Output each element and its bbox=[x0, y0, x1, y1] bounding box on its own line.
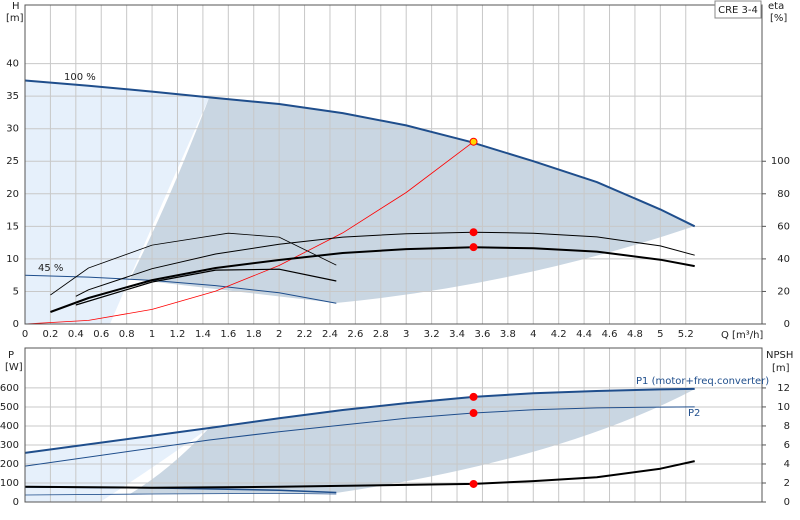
y2-tick-label: 20 bbox=[777, 286, 790, 297]
x-tick-label: 1.6 bbox=[220, 329, 236, 340]
curve bbox=[24, 493, 337, 496]
curve-label: P2 bbox=[688, 408, 700, 419]
curve bbox=[24, 387, 695, 454]
y-axis-label: H bbox=[12, 1, 20, 12]
x-tick-label: 2 bbox=[276, 329, 282, 340]
x-tick-label: 1.2 bbox=[170, 329, 186, 340]
model-box bbox=[714, 0, 762, 19]
point-marker bbox=[469, 479, 478, 488]
x-tick-label: 0.2 bbox=[42, 329, 58, 340]
plot-frame bbox=[24, 347, 763, 503]
y2-tick-label: 6 bbox=[784, 440, 790, 451]
y-tick-label: 30 bbox=[6, 124, 19, 135]
y-tick-label: 5 bbox=[13, 286, 19, 297]
x-tick-label: 3 bbox=[403, 329, 409, 340]
x-tick-label: 4.2 bbox=[551, 329, 567, 340]
y-tick-label: 400 bbox=[0, 421, 19, 432]
x-tick-label: 3.4 bbox=[449, 329, 465, 340]
x-tick-label: 4.8 bbox=[627, 329, 643, 340]
y2-axis-unit: [m] bbox=[772, 363, 790, 374]
y2-tick-label: 4 bbox=[784, 459, 790, 470]
y-tick-label: 25 bbox=[6, 156, 19, 167]
y2-tick-label: 0 bbox=[784, 319, 790, 330]
y2-tick-label: 60 bbox=[777, 221, 790, 232]
y-tick-label: 0 bbox=[13, 319, 19, 330]
y-tick-label: 35 bbox=[6, 91, 19, 102]
x-tick-label: 2.4 bbox=[322, 329, 338, 340]
x-tick-label: 0 bbox=[22, 329, 28, 340]
x-axis-label: Q [m³/h] bbox=[721, 330, 763, 341]
y-axis-label: P bbox=[8, 350, 14, 361]
curve-label: 100 % bbox=[64, 72, 96, 83]
y-tick-label: 10 bbox=[6, 254, 19, 265]
area-operating bbox=[130, 389, 695, 494]
y-axis-unit: [W] bbox=[5, 362, 23, 373]
y2-axis-label: NPSH bbox=[766, 350, 793, 361]
x-tick-label: 0.6 bbox=[93, 329, 109, 340]
plot-frame bbox=[24, 4, 763, 325]
x-tick-label: 3.8 bbox=[500, 329, 516, 340]
x-tick-label: 5.2 bbox=[678, 329, 694, 340]
x-tick-label: 4.4 bbox=[576, 329, 592, 340]
x-tick-label: 1.4 bbox=[195, 329, 211, 340]
y-tick-label: 0 bbox=[13, 497, 19, 508]
curve-label: P1 (motor+freq.converter) bbox=[636, 376, 769, 387]
x-tick-label: 1.8 bbox=[246, 329, 262, 340]
point-marker bbox=[469, 137, 478, 146]
x-tick-label: 2.8 bbox=[373, 329, 389, 340]
y2-tick-label: 100 bbox=[771, 156, 790, 167]
curve bbox=[50, 246, 695, 313]
y-tick-label: 40 bbox=[6, 59, 19, 70]
y-axis-unit: [m] bbox=[6, 13, 24, 24]
point-marker bbox=[469, 243, 478, 252]
x-tick-label: 0.8 bbox=[119, 329, 135, 340]
y-tick-label: 300 bbox=[0, 440, 19, 451]
curve bbox=[24, 139, 477, 325]
curve bbox=[24, 406, 695, 467]
y2-axis-label: eta bbox=[768, 1, 784, 12]
area-light bbox=[25, 80, 209, 324]
x-tick-label: 5 bbox=[657, 329, 663, 340]
x-tick-label: 0.4 bbox=[68, 329, 84, 340]
x-tick-label: 2.6 bbox=[347, 329, 363, 340]
y2-axis-unit: [%] bbox=[770, 13, 787, 24]
y2-tick-label: 80 bbox=[777, 189, 790, 200]
curve bbox=[24, 274, 337, 304]
y2-tick-label: 10 bbox=[777, 402, 790, 413]
x-tick-label: 1 bbox=[149, 329, 155, 340]
x-tick-label: 4.6 bbox=[602, 329, 618, 340]
curve bbox=[75, 231, 695, 297]
y2-tick-label: 2 bbox=[784, 478, 790, 489]
plot-layer: 0 0.2 0.4 0.6 0.8 1 1.2 1.4 1.6 1.8 2 2.2 2.4 2.6 2.8 3… bbox=[0, 5, 790, 508]
point-marker bbox=[469, 409, 478, 418]
x-tick-label: 3.6 bbox=[474, 329, 490, 340]
model-label: CRE 3-4 bbox=[718, 5, 758, 16]
y-tick-label: 200 bbox=[0, 459, 19, 470]
y2-tick-label: 0 bbox=[784, 497, 790, 508]
point-marker bbox=[469, 392, 478, 401]
y-tick-label: 500 bbox=[0, 402, 19, 413]
x-tick-label: 2.2 bbox=[297, 329, 313, 340]
y2-tick-label: 8 bbox=[784, 421, 790, 432]
y-tick-label: 15 bbox=[6, 221, 19, 232]
curve bbox=[75, 268, 337, 306]
point-marker bbox=[469, 228, 478, 237]
y2-tick-label: 12 bbox=[777, 383, 790, 394]
curve-label: 45 % bbox=[38, 263, 63, 274]
y-tick-label: 100 bbox=[0, 478, 19, 489]
area-operating bbox=[130, 98, 695, 303]
x-tick-label: 4 bbox=[530, 329, 536, 340]
y-tick-label: 600 bbox=[0, 383, 19, 394]
y-tick-label: 20 bbox=[6, 189, 19, 200]
curve bbox=[50, 232, 337, 296]
y2-tick-label: 40 bbox=[777, 254, 790, 265]
curve bbox=[24, 79, 696, 228]
x-tick-label: 3.2 bbox=[424, 329, 440, 340]
